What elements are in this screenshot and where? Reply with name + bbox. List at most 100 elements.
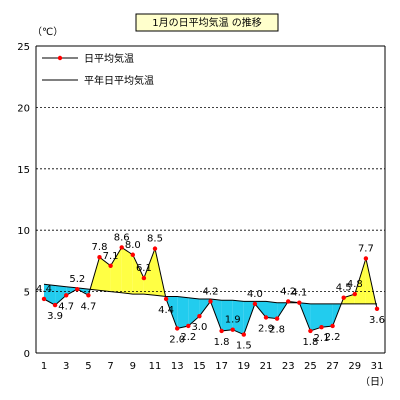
data-label: 2.2 — [180, 332, 196, 343]
data-label: 3.9 — [47, 311, 63, 322]
y-tick-label: 20 — [17, 103, 30, 114]
data-point — [163, 296, 169, 302]
data-label: 8.5 — [147, 234, 163, 245]
data-label: 7.1 — [103, 251, 119, 262]
normal-temperature-line — [43, 283, 377, 305]
above-normal-fill — [110, 247, 122, 293]
data-label: 8.0 — [125, 240, 141, 251]
x-tick-label: 25 — [304, 361, 317, 372]
x-tick-label: 7 — [107, 361, 113, 372]
x-tick-label: 15 — [193, 361, 206, 372]
x-tick-label: 11 — [149, 361, 162, 372]
below-normal-fill — [310, 303, 322, 331]
below-normal-fill — [232, 300, 244, 335]
y-tick-label: 25 — [17, 42, 30, 53]
data-point — [230, 327, 235, 332]
x-tick-label: 23 — [282, 361, 295, 372]
legend-label: 平年日平均気温 — [84, 74, 154, 87]
data-point — [186, 323, 191, 329]
data-point — [274, 316, 280, 321]
y-tick-labels: 0 5 10 15 20 25 — [17, 42, 30, 360]
data-point — [75, 286, 80, 292]
fill-areas — [44, 247, 377, 335]
data-point — [41, 296, 47, 302]
data-label: 2.0 — [169, 334, 185, 345]
data-point — [219, 328, 224, 334]
data-label: 3.6 — [369, 315, 385, 326]
x-tick-labels: 1 3 5 7 9 11 13 15 17 19 21 23 25 27 29 31 — [41, 361, 384, 372]
data-point — [308, 328, 313, 334]
x-tick-label: 5 — [85, 361, 91, 372]
x-tick-label: 27 — [326, 361, 339, 372]
legend-label: 日平均気温 — [84, 52, 134, 65]
data-point — [263, 315, 269, 320]
below-normal-fill — [55, 285, 67, 306]
data-label: 7.8 — [92, 242, 108, 253]
below-normal-fill — [177, 296, 189, 329]
data-point — [119, 245, 124, 250]
data-label: 4.8 — [347, 279, 363, 290]
data-point — [63, 293, 69, 298]
below-normal-fill — [266, 301, 278, 319]
y-unit-label: （℃） — [32, 26, 63, 38]
data-point — [108, 263, 113, 269]
data-label: 4.4 — [158, 305, 174, 316]
below-normal-fill — [321, 303, 333, 328]
x-unit-label: （日） — [360, 376, 390, 388]
data-label: 4.7 — [58, 301, 74, 312]
x-tick-label: 21 — [260, 361, 273, 372]
data-label: 7.7 — [358, 243, 374, 254]
x-tick-label: 31 — [371, 361, 384, 372]
y-tick-label: 10 — [17, 226, 30, 237]
data-point — [197, 313, 202, 319]
data-label: 2.8 — [269, 325, 285, 336]
data-label: 6.1 — [136, 263, 152, 274]
data-label: 4.0 — [247, 289, 263, 300]
data-point — [330, 323, 335, 329]
x-tick-label: 13 — [171, 361, 184, 372]
data-label: 4.7 — [80, 301, 96, 312]
data-label: 4.5 — [336, 283, 352, 294]
data-label: 5.2 — [69, 274, 85, 285]
data-label: 1.5 — [236, 341, 252, 352]
data-label: 4.2 — [203, 286, 219, 297]
below-normal-fill — [188, 297, 200, 326]
data-label: 1.8 — [214, 337, 230, 348]
data-point — [319, 325, 324, 330]
data-point — [352, 291, 357, 297]
x-tick-label: 19 — [237, 361, 250, 372]
y-tick-label: 5 — [24, 288, 30, 299]
data-point — [130, 252, 135, 257]
data-label: 1.9 — [225, 315, 241, 326]
chart-title: 1月の日平均気温 の推移 — [152, 16, 262, 29]
data-label: 3.0 — [191, 322, 207, 333]
data-point — [175, 326, 180, 331]
y-tick-label: 0 — [24, 349, 30, 360]
data-point — [208, 299, 213, 304]
data-label: 4.2 — [280, 286, 296, 297]
above-normal-fill — [354, 258, 366, 304]
above-normal-fill — [99, 257, 111, 292]
x-tick-label: 1 — [41, 361, 47, 372]
legend-swatch-marker — [57, 55, 63, 61]
data-label: 8.6 — [114, 232, 130, 243]
data-point — [86, 293, 91, 298]
data-point — [241, 332, 246, 337]
data-label: 4.4 — [36, 284, 52, 295]
data-points — [41, 245, 380, 337]
data-point — [286, 299, 291, 304]
above-normal-fill — [121, 247, 133, 295]
above-normal-fill — [132, 254, 144, 295]
data-label: 2.2 — [325, 332, 341, 343]
data-point — [297, 300, 302, 305]
data-point — [152, 246, 158, 251]
data-point — [97, 255, 102, 260]
x-tick-label: 3 — [63, 361, 69, 372]
data-label: 1.8 — [302, 337, 318, 348]
data-labels: 4.43.94.75.24.77.87.18.68.06.18.54.42.02… — [36, 232, 385, 351]
data-point — [52, 302, 58, 308]
title-banner: 1月の日平均気温 の推移 — [135, 13, 279, 32]
data-point — [252, 301, 258, 307]
